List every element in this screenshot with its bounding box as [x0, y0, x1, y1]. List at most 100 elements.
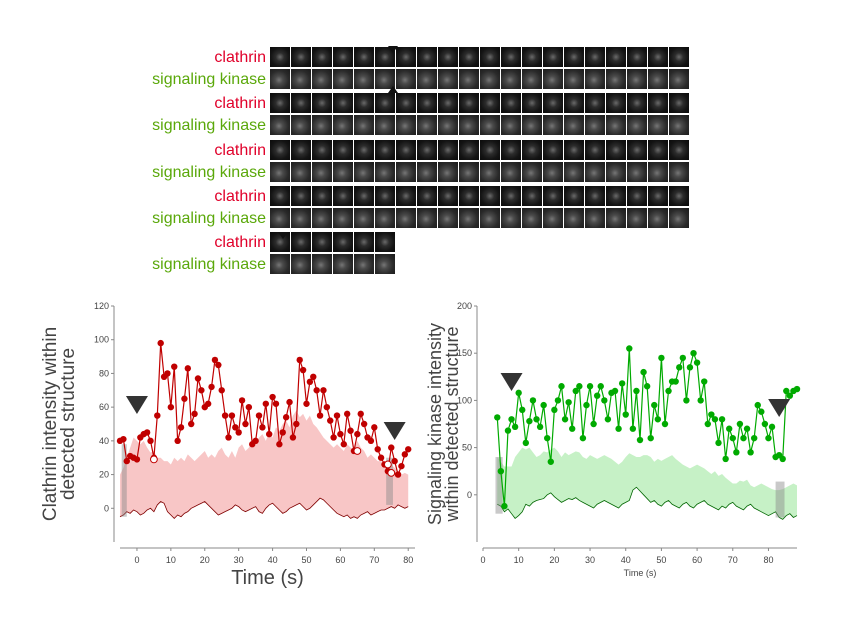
data-point [758, 408, 765, 415]
frame [480, 69, 500, 89]
x-tick-label: 0 [134, 555, 139, 565]
data-point [265, 430, 273, 438]
frame [522, 93, 542, 113]
frame [627, 47, 647, 67]
frame [270, 47, 290, 67]
data-point [347, 427, 354, 434]
y-tick-label: 100 [94, 335, 109, 345]
y-tick-label: 200 [457, 301, 472, 311]
frame [396, 115, 416, 135]
data-point [367, 437, 375, 445]
data-point [296, 356, 303, 364]
frame [648, 115, 668, 135]
data-point [299, 366, 307, 374]
series-line [119, 343, 409, 477]
data-point [779, 455, 786, 463]
frame [312, 162, 332, 182]
data-point [693, 359, 701, 366]
data-point [208, 383, 215, 391]
data-point [754, 401, 761, 409]
data-point [726, 425, 733, 432]
data-point [576, 383, 583, 390]
frame [669, 186, 689, 206]
data-point [306, 378, 314, 386]
data-point [501, 502, 508, 510]
frame [627, 69, 647, 89]
data-point [672, 378, 679, 385]
data-point [374, 446, 381, 453]
frame [480, 93, 500, 113]
frame [669, 93, 689, 113]
kinase-row-label: signaling kinase [152, 117, 266, 134]
data-point [494, 414, 501, 421]
frame [375, 232, 395, 252]
kinase-chart: 0 10 20 30 40 50 60 70 80 0 50 100 150 200 Time (s) Sig… [425, 301, 801, 578]
data-point [154, 412, 161, 419]
data-point [157, 339, 164, 347]
frame [291, 232, 311, 252]
frame [354, 47, 374, 67]
kinase-row-label: signaling kinase [152, 210, 266, 227]
edge-shade [495, 457, 503, 514]
frame [312, 186, 332, 206]
frame [459, 208, 479, 228]
frame [606, 186, 626, 206]
data-point [697, 397, 704, 404]
frame [543, 186, 563, 206]
data-point [333, 412, 341, 419]
frame [459, 162, 479, 182]
frame [564, 162, 584, 182]
data-point [536, 423, 544, 431]
frame [606, 47, 626, 67]
frame [354, 115, 374, 135]
frame [270, 93, 290, 113]
clathrin-row-label: clathrin [214, 188, 266, 205]
data-point [388, 444, 395, 451]
frame [585, 162, 605, 182]
data-point [583, 401, 590, 409]
data-point [640, 368, 647, 376]
data-point [643, 383, 651, 390]
data-point [718, 416, 726, 423]
data-point [654, 416, 662, 423]
y-axis-label: Clathrin intensity within [40, 327, 61, 521]
data-point [515, 389, 522, 397]
frame [417, 47, 437, 67]
frame [333, 162, 353, 182]
y-tick-label: 50 [462, 443, 472, 453]
data-point [133, 456, 141, 463]
data-point [704, 420, 711, 428]
frame [438, 93, 458, 113]
frame [585, 47, 605, 67]
data-point [504, 427, 512, 434]
frame [396, 47, 416, 67]
y-tick-label: 100 [457, 395, 472, 405]
y-tick-label: 20 [99, 470, 109, 480]
frame [312, 47, 332, 67]
frame [501, 186, 521, 206]
data-point [147, 437, 154, 445]
frame [564, 186, 584, 206]
frame [648, 47, 668, 67]
x-tick-label: 10 [514, 555, 524, 565]
data-point [174, 437, 181, 445]
clathrin-row-label: clathrin [214, 234, 266, 251]
frame [375, 162, 395, 182]
frame [417, 140, 437, 160]
frame [564, 208, 584, 228]
frame [354, 162, 374, 182]
data-point [330, 434, 337, 441]
frame [396, 93, 416, 113]
data-point [232, 424, 239, 431]
data-point [783, 387, 790, 395]
frame [522, 69, 542, 89]
data-point [303, 400, 310, 407]
x-tick-label: 40 [268, 555, 278, 565]
frame [522, 140, 542, 160]
data-point [143, 429, 151, 436]
frame [291, 254, 311, 274]
frame [312, 232, 332, 252]
frame [669, 69, 689, 89]
frame [606, 140, 626, 160]
frame [648, 208, 668, 228]
